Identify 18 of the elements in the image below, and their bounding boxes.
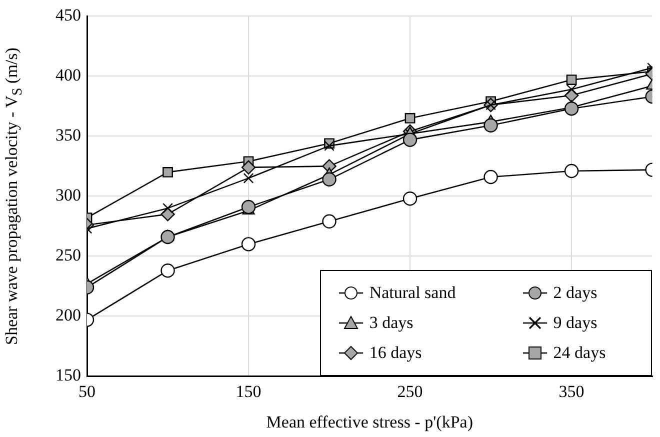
legend-label: Natural sand: [369, 283, 456, 304]
x-tick-label: 350: [558, 382, 584, 401]
legend-label: 2 days: [553, 283, 598, 304]
legend-label: 24 days: [553, 343, 606, 364]
x-tick-label: 250: [397, 382, 423, 401]
legend-label: 16 days: [369, 343, 422, 364]
y-tick-label: 350: [56, 126, 81, 145]
y-tick-label: 250: [56, 246, 81, 265]
legend-label: 9 days: [553, 313, 598, 334]
y-tick-label: 200: [56, 306, 81, 325]
y-tick-label: 150: [56, 366, 81, 385]
x-axis-title: Mean effective stress - p'(kPa): [266, 412, 473, 432]
y-tick-label: 450: [56, 6, 81, 25]
x-tick-label: 50: [78, 382, 96, 401]
x-tick-label: 150: [236, 382, 262, 401]
y-tick-label: 400: [56, 66, 81, 85]
legend-label: 3 days: [369, 313, 414, 334]
y-tick-label: 300: [56, 186, 81, 205]
